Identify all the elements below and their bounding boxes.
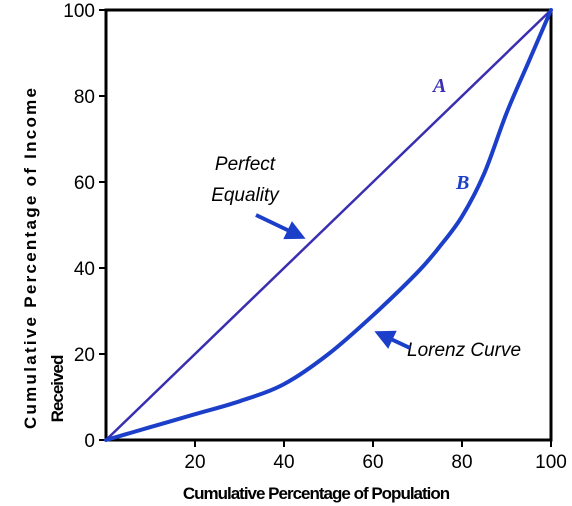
x-axis-ticks: 20 40 60 80 100 — [184, 440, 567, 473]
y-axis-ticks: 0 20 40 60 80 100 — [63, 1, 106, 452]
perfect-equality-arrow — [255, 213, 306, 240]
perfect-equality-label-line1: Perfect — [215, 154, 276, 175]
y-tick-label: 60 — [74, 173, 95, 194]
y-axis-label-received: Received — [48, 355, 67, 422]
x-tick-label: 40 — [273, 452, 294, 473]
perfect-equality-label-line2: Equality — [211, 185, 280, 206]
lorenz-curve-line — [104, 8, 553, 442]
x-tick-label: 60 — [362, 452, 383, 473]
x-axis-label: Cumulative Percentage of Population — [183, 484, 450, 503]
x-tick-label: 80 — [451, 452, 472, 473]
x-tick-label: 20 — [184, 452, 205, 473]
lorenz-curve-label: Lorenz Curve — [407, 340, 521, 361]
perfect-equality-line — [104, 8, 553, 442]
label-a: A — [431, 75, 446, 97]
label-b: B — [455, 172, 469, 194]
y-tick-label: 0 — [84, 431, 95, 452]
y-axis-label: Cumulative Percentage of Income — [21, 88, 40, 429]
lorenz-curve-arrow — [374, 330, 411, 350]
plot-frame — [104, 8, 553, 442]
y-tick-label: 40 — [74, 259, 95, 280]
y-tick-label: 100 — [63, 1, 95, 22]
series-layer — [104, 8, 553, 442]
y-tick-label: 80 — [74, 87, 95, 108]
x-tick-label: 100 — [535, 452, 567, 473]
y-axis-label-line2: Received — [48, 355, 67, 422]
y-axis-label-line1: Cumulative Percentage of Income — [21, 88, 40, 429]
y-tick-label: 20 — [74, 345, 95, 366]
